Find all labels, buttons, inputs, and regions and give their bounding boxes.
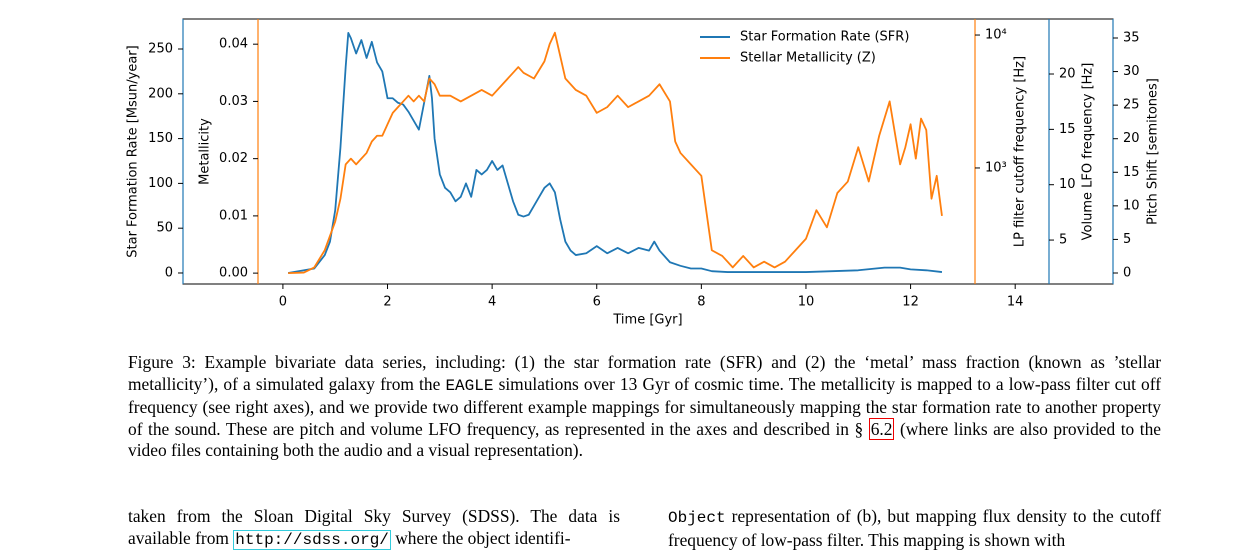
- y-tick-label: 25: [1123, 98, 1140, 113]
- y-tick-label: 15: [1123, 165, 1140, 180]
- y-tick-label: 0: [165, 265, 173, 280]
- y-tick-label: 20: [1059, 67, 1076, 82]
- caption-text: simulations over 13 Gyr of cosmic time. …: [128, 373, 1161, 439]
- y-tick-label: 5: [1059, 233, 1067, 248]
- x-tick-label: 8: [697, 295, 705, 310]
- y-tick-label: 150: [148, 131, 173, 146]
- chart: Time [Gyr] 0 2 4 6 8 10 12 14050100150200250Sta…: [126, 18, 1161, 328]
- y-axis-label: Volume LFO frequency [Hz]: [1081, 63, 1096, 241]
- y-tick-label: 10: [1059, 177, 1076, 192]
- plot-frame: [182, 18, 1114, 285]
- y-tick-label: 0.03: [219, 94, 248, 109]
- y-tick-label: 10³: [985, 160, 1007, 175]
- caption-code: EAGLE: [445, 376, 494, 395]
- y-tick-label: 20: [1123, 131, 1140, 146]
- y-tick-label: 200: [148, 86, 173, 101]
- x-tick-label: 12: [902, 295, 919, 310]
- y-axis-label: LP filter cutoff frequency [Hz]: [1013, 56, 1028, 247]
- data-line: [287, 31, 943, 274]
- y-tick-label: 0.04: [219, 37, 248, 52]
- y-tick-label: 0.01: [219, 208, 248, 223]
- y-axis-label: Metallicity: [198, 118, 213, 185]
- x-tick-label: 2: [383, 295, 391, 310]
- y-tick-label: 0.00: [219, 266, 248, 281]
- caption-text: (where links are also provided to the vi…: [128, 418, 1161, 461]
- y-tick-label: 0.02: [219, 151, 248, 166]
- x-axis-label: Time [Gyr]: [612, 313, 682, 328]
- section-link[interactable]: 6.2: [868, 417, 895, 440]
- x-tick-label: 14: [1007, 295, 1024, 310]
- x-tick-label: 0: [279, 295, 287, 310]
- body-text: where the object identifi-: [390, 527, 571, 548]
- y-tick-label: 10⁴: [985, 28, 1007, 43]
- y-tick-label: 100: [148, 176, 173, 191]
- data-line: [288, 31, 943, 275]
- x-tick-label: 6: [593, 295, 601, 310]
- caption-text: Figure 3: Example bivariate data series,…: [128, 352, 1161, 394]
- y-tick-label: 15: [1059, 122, 1076, 137]
- body-text: representation of (b), but mapping flux …: [668, 506, 1161, 550]
- body-code: Object: [668, 509, 726, 527]
- y-tick-label: 10: [1123, 198, 1140, 213]
- y-tick-label: 250: [148, 42, 173, 57]
- legend-label: Stellar Metallicity (Z): [740, 51, 876, 66]
- y-tick-label: 35: [1123, 31, 1140, 46]
- y-tick-label: 30: [1123, 64, 1140, 79]
- y-tick-label: 50: [156, 221, 173, 236]
- left-column: taken from the Sloan Digital Sky Survey …: [128, 506, 620, 551]
- y-axis-label: Star Formation Rate [Msun/year]: [126, 45, 141, 257]
- y-tick-label: 0: [1123, 265, 1131, 280]
- figure-caption: Figure 3: Example bivariate data series,…: [128, 352, 1161, 462]
- right-column: Object representation of (b), but mappin…: [668, 506, 1161, 551]
- legend-label: Star Formation Rate (SFR): [740, 30, 909, 45]
- x-tick-label: 10: [798, 295, 815, 310]
- x-tick-label: 4: [488, 295, 496, 310]
- y-axis-label: Pitch Shift [semitones]: [1146, 78, 1161, 225]
- y-tick-label: 5: [1123, 232, 1131, 247]
